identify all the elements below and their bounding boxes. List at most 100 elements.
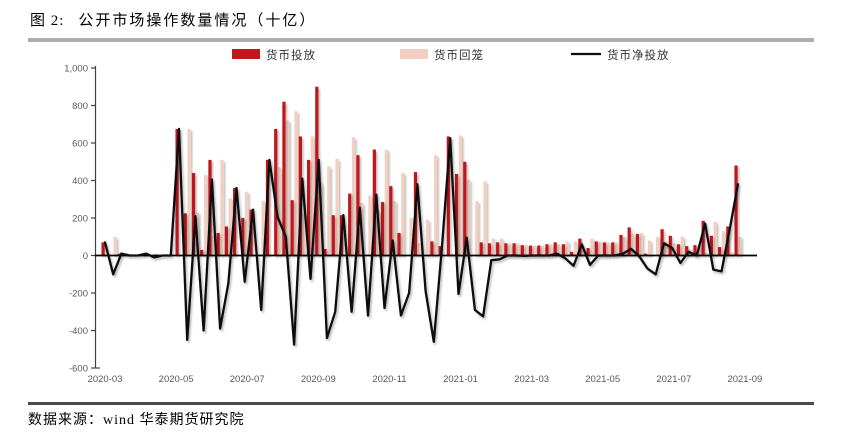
y-tick-label: 400 (72, 176, 88, 187)
bar-withdrawal (730, 252, 734, 256)
legend-label-injection: 货币投放 (266, 48, 316, 62)
data-source-text: 数据来源：wind 华泰期货研究院 (28, 413, 245, 428)
bar-withdrawal (228, 198, 232, 256)
bar-injection (454, 173, 459, 256)
bar-withdrawal (261, 201, 265, 256)
bar-withdrawal (573, 241, 578, 256)
bar-withdrawal (212, 235, 216, 256)
bar-injection (537, 245, 541, 256)
figure-header: 图 2: 公开市场操作数量情况（十亿） (30, 9, 316, 30)
bar-withdrawal (664, 241, 668, 256)
bar-withdrawal (154, 253, 158, 256)
bar-withdrawal (590, 238, 594, 256)
bar-injection (446, 136, 450, 256)
bar-withdrawal (220, 159, 224, 256)
bar-injection (274, 128, 278, 256)
y-axis: 1,000 800 600 400 200 0 -200 -400 -600 (64, 64, 100, 375)
bar-injection (397, 233, 401, 256)
bar-injection (676, 244, 681, 256)
bar-injection (701, 220, 705, 256)
bar-withdrawal (327, 166, 331, 256)
bar-withdrawal (565, 241, 569, 256)
bar-withdrawal (582, 249, 586, 256)
bar-withdrawal (614, 242, 619, 256)
bar-injection (504, 243, 508, 256)
figure-title: 公开市场操作数量情况（十亿） (78, 13, 317, 29)
bar-withdrawal (499, 238, 504, 256)
bar-withdrawal (549, 244, 553, 256)
net-injection-line (103, 127, 740, 346)
y-tick-label: 1,000 (64, 64, 88, 75)
y-tick-label: 0 (83, 251, 88, 262)
bar-injection (372, 149, 376, 256)
bar-injection (117, 253, 122, 256)
bar-withdrawal (483, 181, 487, 256)
bar-withdrawal (425, 219, 430, 256)
bar-withdrawal (516, 243, 520, 256)
bar-injection (570, 251, 574, 256)
bar-injection (216, 233, 220, 256)
bar-withdrawal (351, 137, 356, 256)
x-tick-label: 2021-07 (656, 374, 691, 385)
legend-label-withdrawal: 货币回笼 (434, 48, 484, 62)
bar-injection (561, 244, 566, 256)
bar-withdrawal (738, 236, 742, 256)
bar-withdrawal (310, 136, 314, 256)
bar-withdrawal (409, 218, 413, 256)
y-tick-label: -600 (69, 364, 88, 375)
bar-withdrawal (540, 245, 545, 256)
bar-withdrawal (245, 191, 249, 256)
bar-injection (553, 242, 557, 256)
bar-withdrawal (203, 174, 208, 256)
bar-withdrawal (434, 155, 438, 256)
bar-withdrawal (393, 201, 397, 256)
bar-injection (635, 233, 639, 256)
bar-injection (380, 202, 385, 256)
bar-withdrawal (302, 213, 306, 256)
bar-withdrawal (401, 173, 405, 256)
bar-injection (644, 253, 648, 256)
bar-injection (693, 245, 697, 256)
bar-injection (586, 248, 590, 256)
x-tick-label: 2020-09 (301, 374, 336, 385)
bar-injection (520, 245, 524, 256)
bar-injection (331, 215, 335, 256)
bar-withdrawal (335, 158, 339, 256)
bar-injection (241, 218, 245, 256)
bar-injection (438, 246, 442, 256)
y-tick-label: -400 (69, 326, 88, 337)
bar-withdrawal (721, 231, 725, 256)
bar-injection (290, 200, 294, 256)
bar-injection (282, 101, 286, 256)
y-tick-label: 800 (72, 101, 88, 112)
bar-withdrawal (524, 244, 528, 256)
bar-injection (224, 226, 228, 256)
bar-withdrawal (532, 245, 536, 256)
bar-injection (487, 243, 492, 256)
chart-legend: 货币投放 货币回笼 货币净投放 (232, 48, 669, 62)
bar-injection (356, 155, 360, 256)
bar-withdrawal (113, 236, 117, 256)
bar-withdrawal (466, 179, 471, 256)
bar-injection (528, 245, 533, 256)
bar-injection (191, 173, 196, 256)
bar-injection (602, 242, 607, 256)
withdrawal-bars (113, 111, 742, 256)
bar-injection (463, 161, 467, 256)
figure-number: 图 2: (30, 13, 65, 29)
bar-withdrawal (277, 167, 282, 256)
bar-injection (101, 242, 105, 256)
bar-withdrawal (713, 221, 717, 256)
bar-injection (627, 227, 631, 256)
bar-injection (545, 244, 549, 256)
bar-withdrawal (606, 242, 610, 256)
x-tick-label: 2020-07 (230, 374, 265, 385)
legend-swatch-injection (232, 49, 260, 59)
x-tick-label: 2021-09 (727, 374, 762, 385)
bar-withdrawal (286, 120, 290, 256)
bar-withdrawal (508, 243, 512, 256)
bar-injection (175, 128, 179, 256)
bar-injection (389, 186, 393, 256)
x-tick-label: 2020-05 (159, 374, 194, 385)
